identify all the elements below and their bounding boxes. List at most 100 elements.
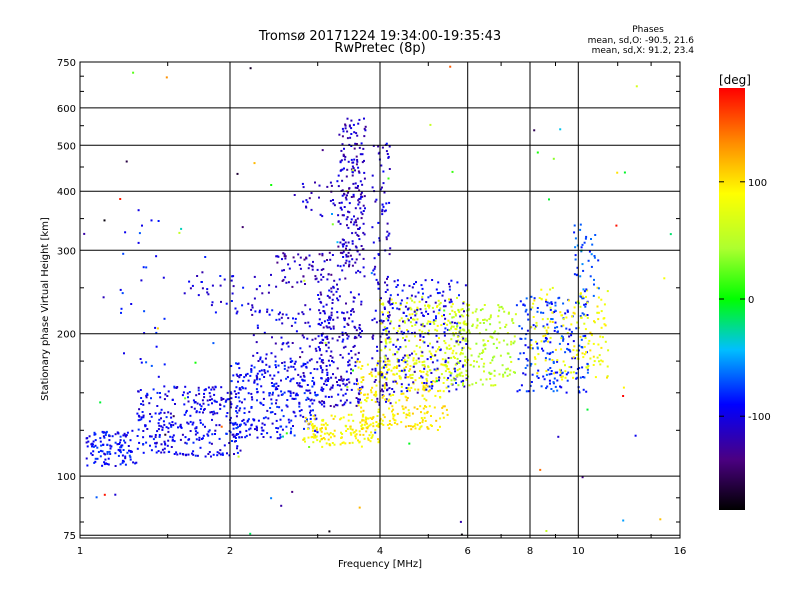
scatter-point bbox=[354, 434, 357, 437]
scatter-point bbox=[373, 267, 376, 270]
scatter-point bbox=[325, 384, 328, 386]
scatter-point bbox=[361, 386, 364, 389]
scatter-point bbox=[192, 421, 195, 424]
scatter-point bbox=[214, 429, 217, 432]
scatter-point bbox=[304, 440, 306, 443]
scatter-point bbox=[268, 284, 271, 287]
scatter-point bbox=[319, 427, 322, 430]
scatter-point bbox=[285, 313, 288, 316]
scatter-point bbox=[330, 376, 333, 379]
scatter-point bbox=[390, 298, 393, 301]
scatter-point bbox=[386, 153, 389, 155]
scatter-point bbox=[220, 300, 222, 303]
scatter-point bbox=[338, 133, 341, 136]
scatter-point bbox=[353, 221, 356, 224]
scatter-point bbox=[443, 334, 446, 337]
scatter-point bbox=[343, 147, 345, 150]
scatter-point bbox=[278, 406, 281, 409]
scatter-point bbox=[219, 284, 222, 287]
scatter-point bbox=[329, 405, 332, 407]
scatter-point bbox=[245, 434, 248, 437]
scatter-point bbox=[579, 275, 582, 278]
scatter-point bbox=[536, 375, 539, 378]
scatter-point bbox=[401, 289, 404, 292]
scatter-point bbox=[316, 393, 319, 396]
scatter-point bbox=[212, 413, 215, 416]
scatter-point bbox=[385, 142, 388, 145]
scatter-point bbox=[388, 398, 391, 401]
scatter-point bbox=[299, 256, 302, 259]
scatter-point bbox=[353, 147, 356, 150]
scatter-point bbox=[447, 377, 450, 380]
scatter-point bbox=[323, 405, 326, 408]
scatter-point bbox=[326, 259, 328, 261]
scatter-point bbox=[482, 322, 485, 324]
scatter-point bbox=[391, 303, 394, 305]
scatter-point bbox=[383, 416, 386, 419]
scatter-point bbox=[302, 200, 305, 203]
scatter-point bbox=[181, 433, 184, 436]
scatter-point bbox=[337, 393, 340, 396]
scatter-point bbox=[350, 196, 353, 198]
scatter-point bbox=[553, 311, 556, 313]
scatter-point bbox=[396, 338, 399, 341]
scatter-point bbox=[352, 123, 355, 126]
scatter-point bbox=[464, 364, 467, 367]
scatter-point bbox=[344, 384, 347, 387]
scatter-point bbox=[382, 413, 385, 416]
scatter-point bbox=[228, 398, 231, 401]
scatter-point bbox=[506, 343, 509, 346]
scatter-point bbox=[373, 380, 376, 383]
scatter-point bbox=[381, 396, 384, 399]
scatter-point bbox=[304, 283, 306, 285]
scatter-point bbox=[465, 361, 468, 364]
scatter-point bbox=[345, 399, 348, 402]
scatter-point bbox=[179, 425, 182, 428]
scatter-point bbox=[207, 453, 210, 455]
scatter-point bbox=[421, 355, 424, 357]
scatter-point bbox=[402, 320, 404, 323]
scatter-point bbox=[322, 276, 325, 278]
scatter-point bbox=[374, 428, 377, 431]
scatter-point bbox=[391, 307, 394, 310]
scatter-point bbox=[481, 308, 484, 311]
scatter-point bbox=[593, 256, 596, 259]
scatter-point bbox=[589, 331, 592, 334]
scatter-point bbox=[313, 436, 315, 439]
scatter-point bbox=[588, 339, 591, 342]
scatter-point bbox=[501, 364, 504, 367]
scatter-point bbox=[415, 321, 418, 324]
scatter-point bbox=[104, 458, 107, 461]
scatter-point bbox=[567, 343, 570, 346]
scatter-point bbox=[237, 426, 239, 429]
scatter-point bbox=[403, 367, 406, 370]
scatter-point bbox=[320, 386, 323, 389]
scatter-point bbox=[384, 357, 387, 360]
scatter-point bbox=[348, 265, 350, 268]
scatter-point bbox=[430, 372, 433, 374]
scatter-point bbox=[171, 421, 174, 424]
scatter-point bbox=[288, 267, 291, 270]
scatter-point bbox=[527, 318, 530, 321]
scatter-point bbox=[426, 411, 429, 414]
scatter-point bbox=[402, 360, 405, 363]
scatter-point bbox=[283, 361, 286, 364]
scatter-point bbox=[455, 332, 457, 335]
scatter-point bbox=[549, 320, 552, 323]
scatter-point bbox=[454, 313, 457, 316]
scatter-point bbox=[354, 219, 357, 222]
scatter-point bbox=[322, 268, 325, 271]
scatter-point bbox=[274, 413, 277, 415]
scatter-point bbox=[474, 310, 477, 313]
scatter-point bbox=[360, 406, 363, 409]
scatter-point bbox=[560, 348, 563, 351]
scatter-point bbox=[601, 360, 604, 363]
scatter-point bbox=[304, 363, 307, 365]
scatter-point bbox=[129, 456, 132, 459]
scatter-point bbox=[583, 345, 586, 348]
scatter-point bbox=[346, 130, 349, 133]
scatter-point bbox=[282, 278, 285, 281]
scatter-point bbox=[441, 363, 444, 366]
scatter-point bbox=[567, 348, 570, 351]
scatter-point bbox=[466, 314, 468, 317]
